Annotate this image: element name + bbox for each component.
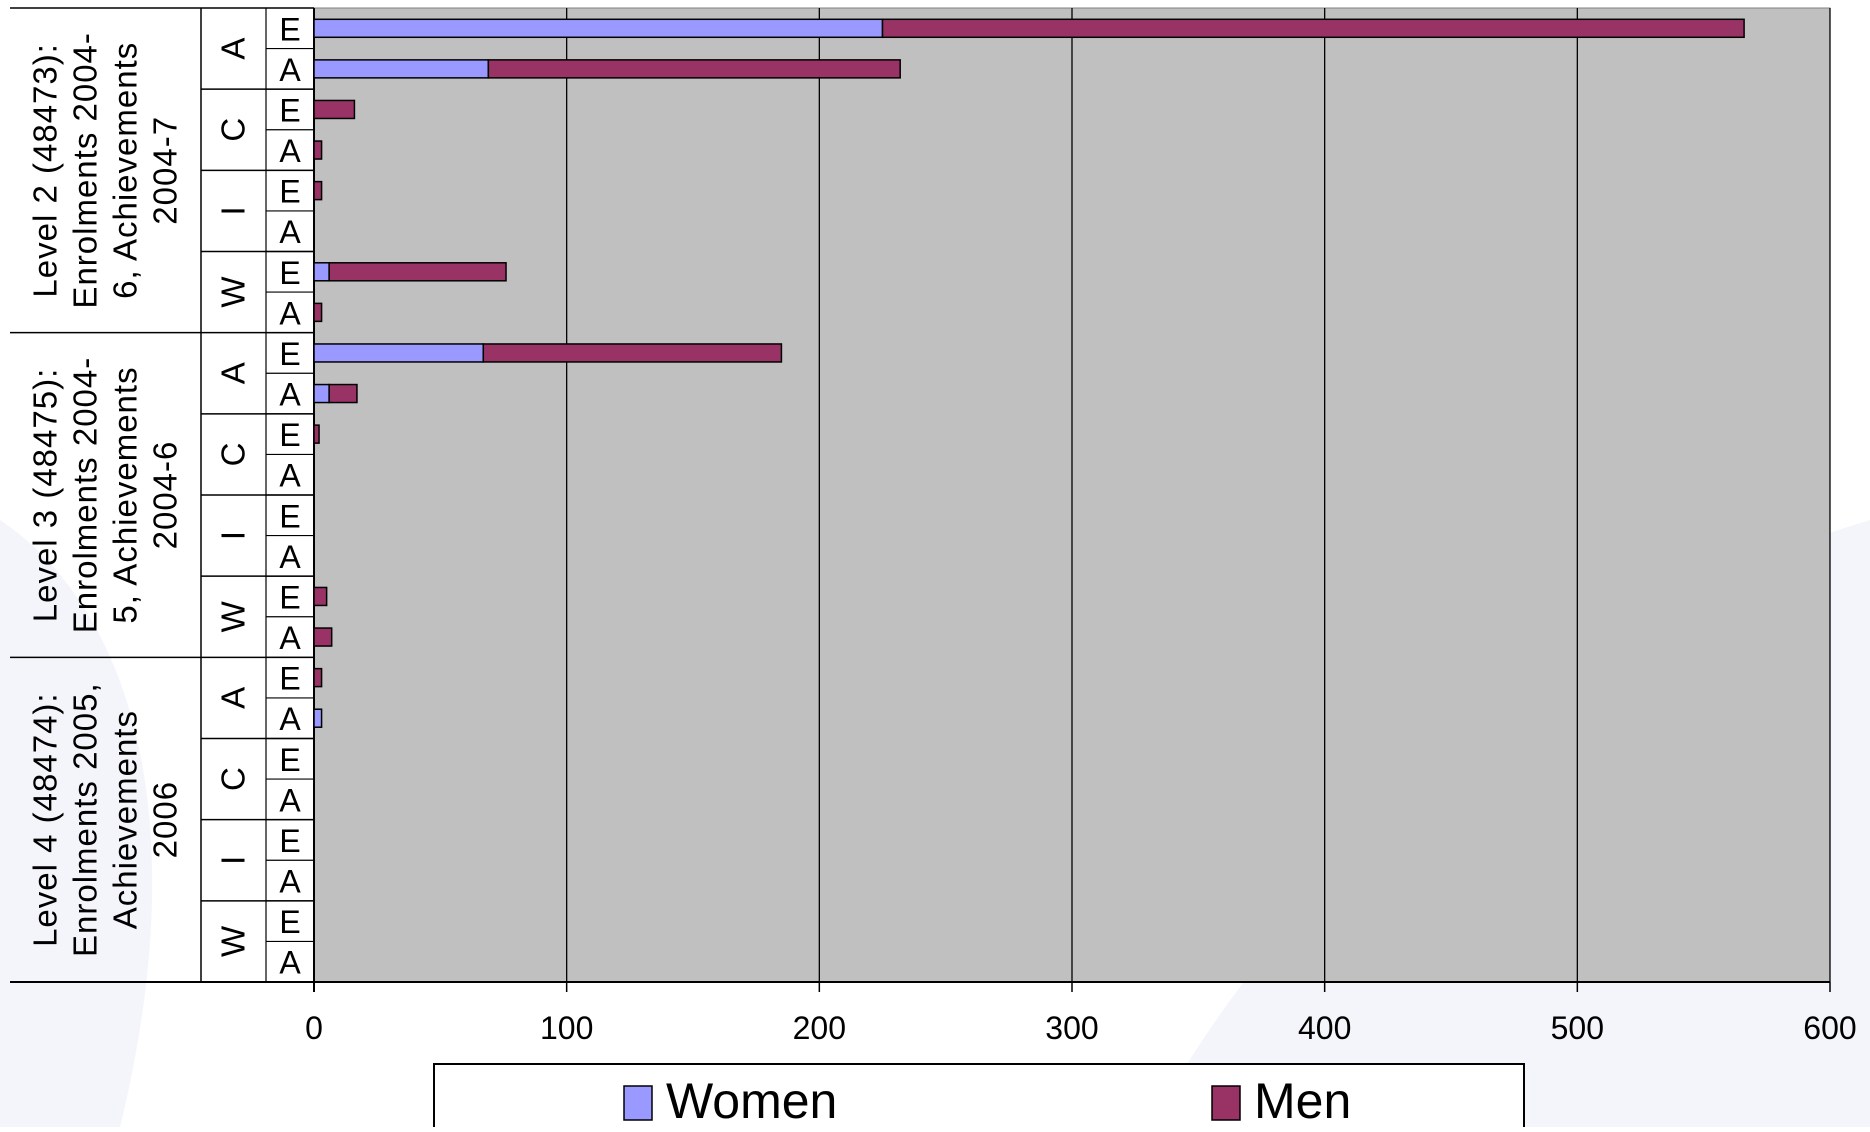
category-label: E xyxy=(279,579,300,615)
category-label: E xyxy=(279,92,300,128)
bar-men xyxy=(313,302,323,323)
x-tick-label: 400 xyxy=(1298,1010,1351,1046)
category-label: A xyxy=(279,377,301,413)
category-label: E xyxy=(279,336,300,372)
x-tick-label: 300 xyxy=(1045,1010,1098,1046)
group-label-line: 6, Achievements xyxy=(107,42,144,299)
category-label: A xyxy=(279,295,301,331)
category-label: E xyxy=(279,661,300,697)
group-label-line: Level 4 (48474): xyxy=(27,692,64,947)
subgroup-label: C xyxy=(215,442,252,466)
legend-swatch-men xyxy=(1211,1085,1241,1121)
subgroup-label: W xyxy=(215,925,252,957)
bar-men xyxy=(482,343,783,363)
group-label: Level 3 (48475):Enrolments 2004-5, Achie… xyxy=(27,357,184,633)
bar-men xyxy=(881,18,1745,39)
category-label: E xyxy=(279,11,300,47)
subgroup-label: W xyxy=(215,600,252,632)
subgroup-label: A xyxy=(215,38,252,60)
x-tick-label: 600 xyxy=(1803,1010,1856,1046)
category-label: A xyxy=(279,52,301,88)
group-label-line: Enrolments 2004- xyxy=(67,357,104,633)
subgroup-label: I xyxy=(215,206,252,215)
x-tick-label: 200 xyxy=(793,1010,846,1046)
category-label: A xyxy=(279,458,301,494)
group-label-line: 2004-7 xyxy=(147,116,184,225)
category-label: E xyxy=(279,255,300,291)
category-label: A xyxy=(279,701,301,737)
category-label: E xyxy=(279,174,300,210)
subgroup-label: I xyxy=(215,531,252,540)
x-tick-label: 0 xyxy=(305,1010,323,1046)
category-label: A xyxy=(279,620,301,656)
bar-men xyxy=(328,262,507,282)
group-label-line: Achievements xyxy=(107,710,144,929)
subgroup-label: I xyxy=(215,856,252,865)
category-label: A xyxy=(279,539,301,575)
bar-men xyxy=(313,667,323,688)
category-label: A xyxy=(279,945,301,981)
x-tick-label: 500 xyxy=(1551,1010,1604,1046)
category-label: E xyxy=(279,823,300,859)
legend-swatch-women xyxy=(623,1085,653,1121)
bar-men xyxy=(487,59,901,79)
legend-box xyxy=(433,1063,1525,1132)
group-label-line: Enrolments 2004- xyxy=(67,32,104,308)
subgroup-label: C xyxy=(215,767,252,791)
group-label-line: Level 2 (48473): xyxy=(27,43,64,297)
bar-women xyxy=(313,343,485,363)
bar-women xyxy=(313,262,330,282)
bar-men xyxy=(313,140,323,160)
bar-men xyxy=(328,383,358,404)
category-label: E xyxy=(279,498,300,534)
group-label: Level 2 (48473):Enrolments 2004-6, Achie… xyxy=(27,32,184,308)
subgroup-label: A xyxy=(215,362,252,384)
bar-women xyxy=(313,708,323,728)
subgroup-label: W xyxy=(215,276,252,308)
legend-label-women: Women xyxy=(666,1073,837,1127)
bar-men xyxy=(313,424,320,444)
category-label: A xyxy=(279,133,301,169)
subgroup-label: A xyxy=(215,687,252,709)
group-label-line: 5, Achievements xyxy=(107,366,144,623)
subgroup-label: C xyxy=(215,118,252,142)
legend-label-men: Men xyxy=(1254,1073,1351,1127)
bar-women xyxy=(313,59,490,79)
bar-men xyxy=(313,99,356,120)
group-label: Level 4 (48474):Enrolments 2005,Achievem… xyxy=(27,682,184,957)
bar-men xyxy=(313,586,328,607)
group-label-line: 2006 xyxy=(147,781,184,858)
bar-women xyxy=(313,383,330,404)
category-label: A xyxy=(279,782,301,818)
group-label-line: 2004-6 xyxy=(147,441,184,550)
background-swoosh xyxy=(0,520,153,1127)
x-tick-label: 100 xyxy=(540,1010,593,1046)
group-label-line: Enrolments 2005, xyxy=(67,682,104,957)
bar-men xyxy=(313,627,333,647)
bar-men xyxy=(313,180,323,201)
category-label: E xyxy=(279,904,300,940)
category-label: E xyxy=(279,417,300,453)
category-label: A xyxy=(279,214,301,250)
category-label: E xyxy=(279,742,300,778)
bar-women xyxy=(313,18,884,39)
group-label-line: Level 3 (48475): xyxy=(27,368,64,623)
category-label: A xyxy=(279,864,301,900)
